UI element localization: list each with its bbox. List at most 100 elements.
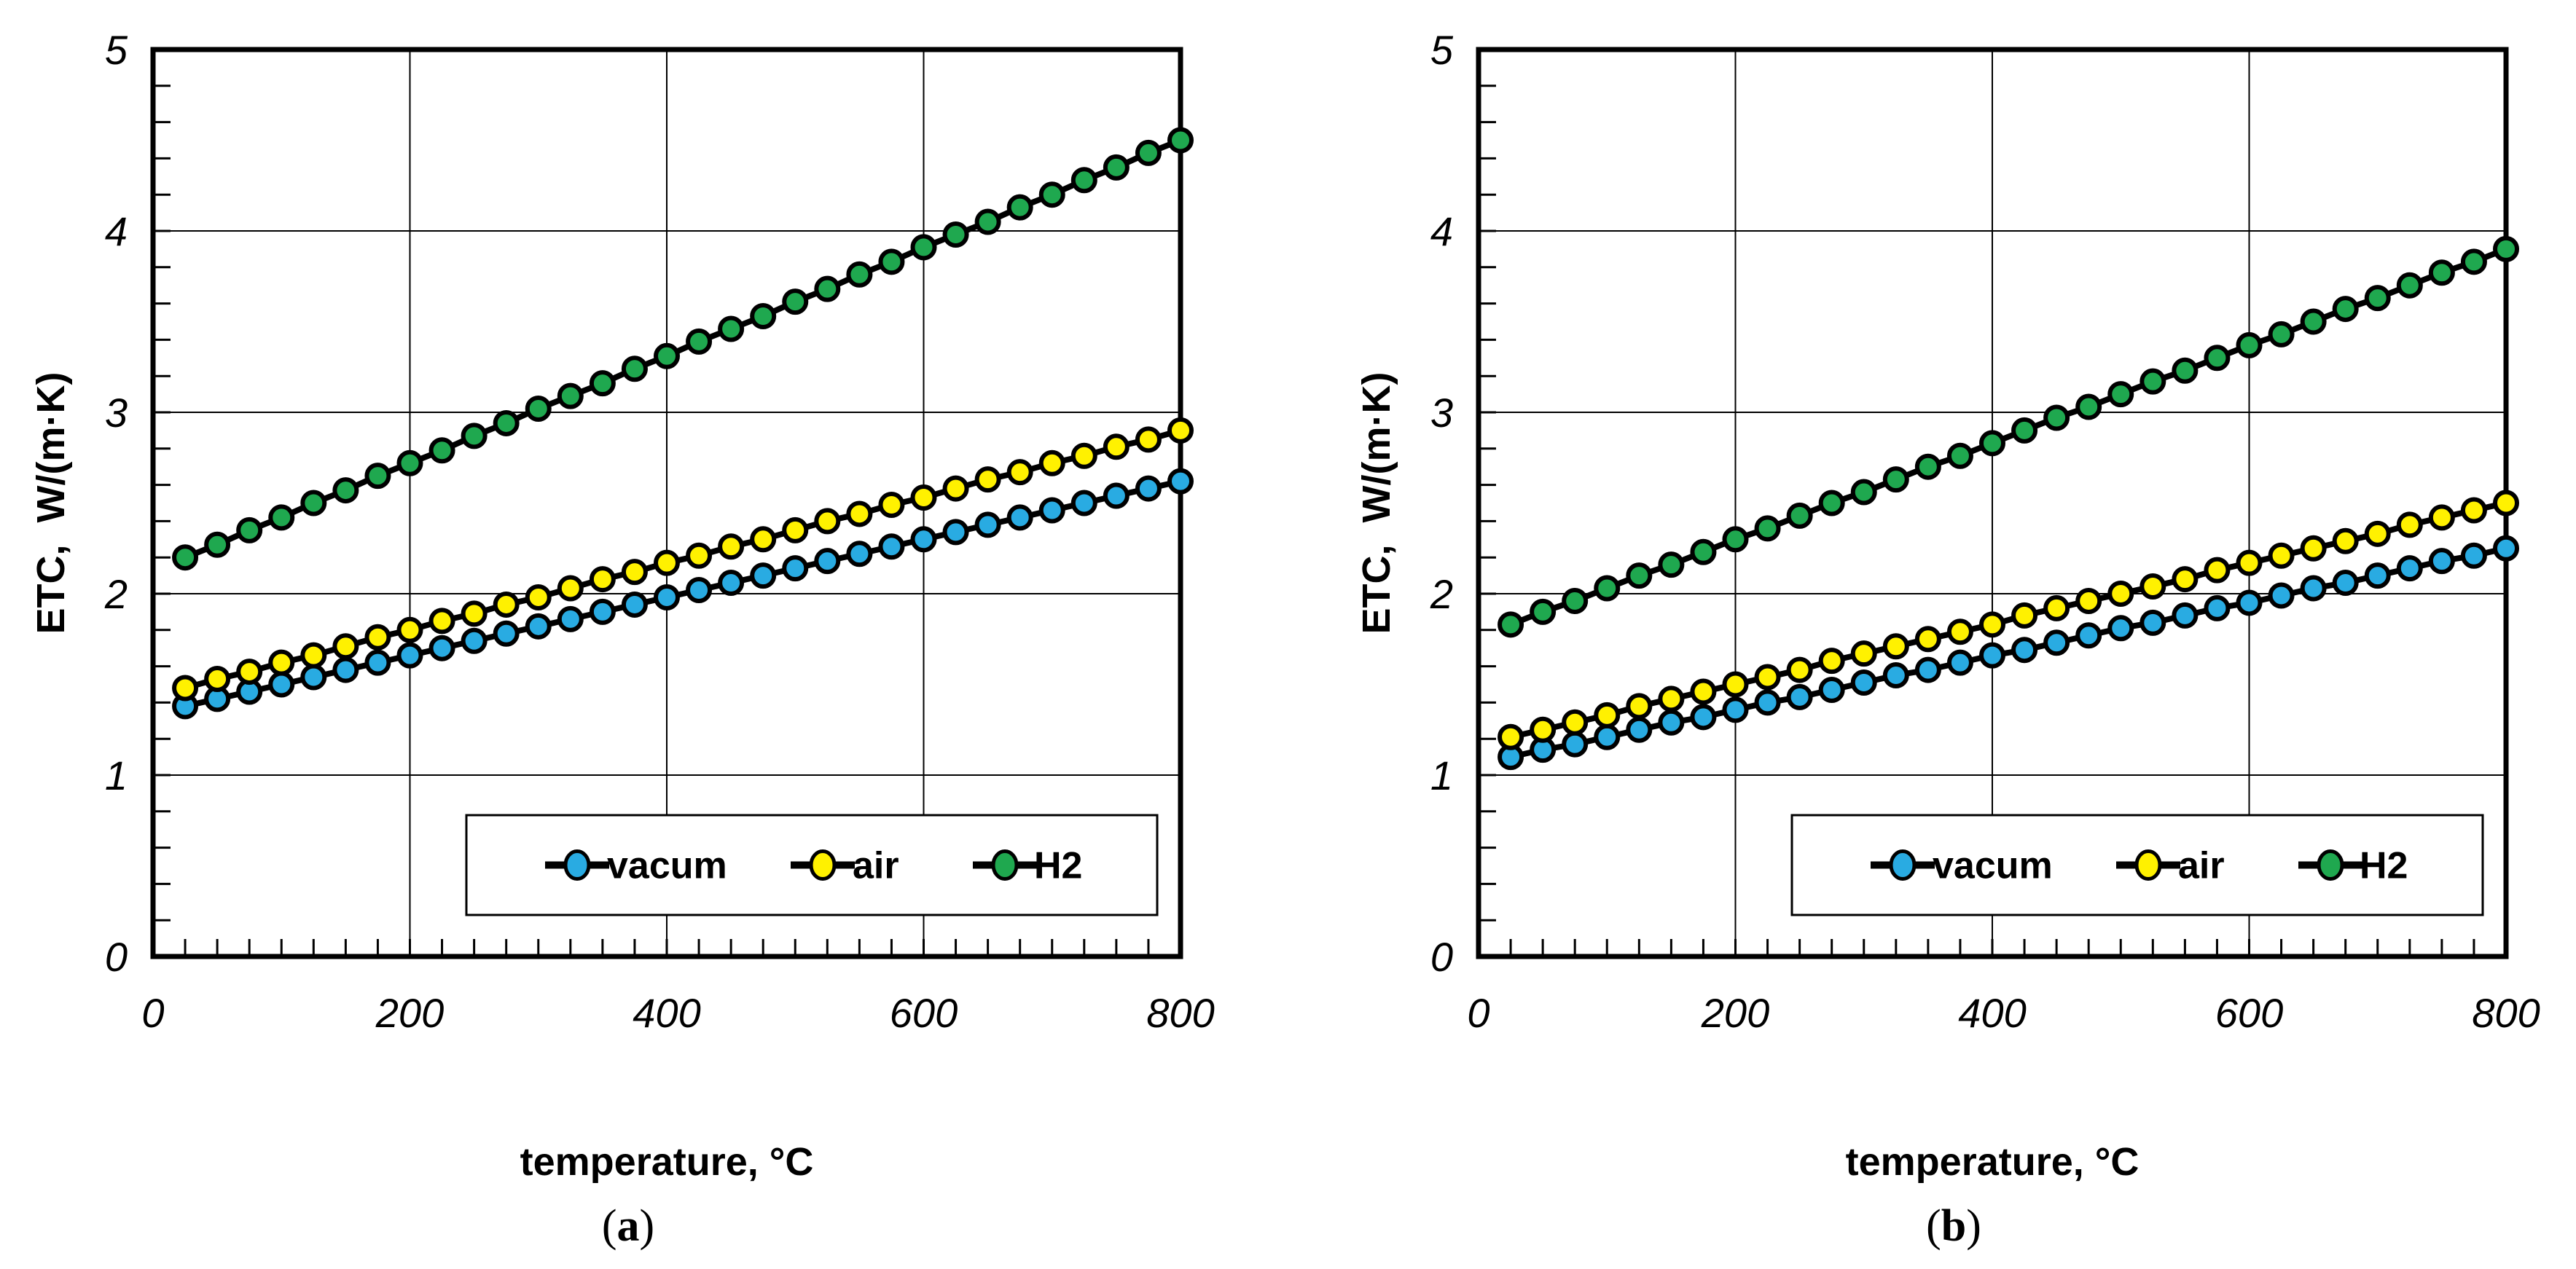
x-axis-title: temperature, °C	[520, 1140, 814, 1184]
data-point-marker-H2	[2493, 235, 2519, 262]
data-point-marker-H2	[2396, 272, 2423, 299]
data-point-marker-vacum	[557, 605, 584, 632]
data-point-marker-vacum	[1594, 723, 1621, 750]
series-vacum	[172, 468, 1194, 720]
data-point-marker-air	[2268, 542, 2295, 569]
data-point-marker-H2	[2460, 248, 2487, 275]
x-tick-label: 0	[141, 990, 164, 1036]
data-point-marker-air	[1530, 716, 1557, 743]
y-tick-label: 3	[105, 390, 128, 436]
x-axis-title: temperature, °C	[1846, 1140, 2140, 1184]
data-point-marker-H2	[557, 382, 584, 409]
data-point-marker-air	[1594, 702, 1621, 728]
data-point-marker-H2	[1038, 181, 1065, 208]
data-point-marker-air	[942, 475, 969, 502]
data-point-marker-air	[1562, 709, 1589, 736]
data-point-marker-H2	[1135, 139, 1162, 166]
data-point-marker-air	[2364, 520, 2391, 547]
data-point-marker-H2	[364, 463, 391, 490]
data-point-marker-H2	[1818, 490, 1845, 516]
data-point-marker-vacum	[2140, 609, 2166, 636]
data-point-marker-vacum	[974, 511, 1001, 538]
legend: vacum air H2	[1790, 814, 2484, 916]
data-point-marker-air	[204, 666, 231, 693]
data-point-marker-air	[1850, 640, 1877, 667]
data-point-marker-vacum	[2300, 575, 2327, 602]
data-point-marker-vacum	[461, 627, 488, 654]
data-point-marker-H2	[2075, 393, 2102, 420]
data-point-marker-vacum	[782, 555, 809, 582]
data-point-marker-H2	[1946, 442, 1973, 469]
data-point-marker-vacum	[878, 533, 905, 560]
data-point-marker-H2	[1530, 598, 1557, 625]
y-axis-title: ETC, W/(m·K)	[1355, 372, 1398, 634]
data-point-marker-air	[2396, 511, 2423, 538]
legend-marker-H2	[991, 849, 1019, 881]
data-point-marker-H2	[2364, 285, 2391, 312]
data-point-marker-H2	[268, 504, 295, 531]
data-point-marker-air	[846, 500, 873, 527]
legend-marker-vacum	[563, 849, 591, 881]
y-tick-label: 4	[105, 208, 128, 254]
data-point-marker-H2	[461, 423, 488, 449]
data-point-marker-vacum	[1850, 669, 1877, 696]
data-point-marker-air	[1038, 449, 1065, 476]
data-point-marker-vacum	[2396, 555, 2423, 582]
data-point-marker-vacum	[589, 598, 616, 625]
data-point-marker-air	[878, 491, 905, 518]
data-point-marker-H2	[300, 490, 327, 516]
data-point-marker-H2	[1754, 515, 1781, 542]
data-point-marker-H2	[1562, 587, 1589, 614]
data-point-marker-air	[814, 508, 841, 535]
data-point-marker-vacum	[1786, 683, 1813, 710]
data-point-marker-air	[493, 591, 520, 618]
data-point-marker-H2	[1882, 466, 1909, 493]
data-point-marker-vacum	[332, 656, 359, 683]
x-tick-label: 200	[1701, 990, 1769, 1036]
legend-label-air: air	[853, 845, 899, 887]
data-point-marker-vacum	[2011, 637, 2038, 664]
y-tick-label: 0	[105, 934, 128, 980]
data-point-marker-air	[2204, 557, 2231, 584]
data-point-marker-H2	[1626, 562, 1653, 589]
data-point-marker-vacum	[1658, 709, 1685, 736]
data-point-marker-air	[1946, 618, 1973, 645]
data-point-marker-air	[589, 566, 616, 593]
data-point-marker-vacum	[1626, 716, 1653, 743]
data-point-marker-air	[461, 600, 488, 627]
legend-label-H2: H2	[1034, 845, 1082, 887]
data-point-marker-vacum	[428, 634, 455, 661]
data-point-marker-H2	[589, 370, 616, 397]
data-point-marker-air	[557, 575, 584, 602]
data-point-marker-air	[300, 642, 327, 669]
data-point-marker-vacum	[2332, 570, 2359, 597]
data-point-marker-vacum	[718, 570, 745, 597]
data-point-marker-vacum	[2493, 535, 2519, 562]
series-H2	[172, 127, 1194, 571]
legend-marker-H2	[2317, 849, 2344, 881]
data-point-marker-air	[974, 466, 1001, 493]
legend: vacum air H2	[465, 814, 1159, 916]
data-point-marker-vacum	[493, 620, 520, 647]
data-point-marker-air	[782, 516, 809, 543]
x-tick-label: 400	[1958, 990, 2026, 1036]
data-point-marker-air	[1754, 664, 1781, 691]
legend-label-vacum: vacum	[607, 845, 727, 887]
data-point-marker-H2	[525, 396, 552, 423]
legend-label-air: air	[2178, 845, 2225, 887]
data-point-marker-vacum	[2107, 615, 2134, 642]
data-point-marker-H2	[1690, 538, 1717, 565]
data-point-marker-vacum	[364, 649, 391, 676]
data-point-marker-air	[910, 484, 937, 511]
data-point-marker-H2	[1103, 154, 1130, 181]
data-point-marker-H2	[1594, 575, 1621, 602]
data-point-marker-air	[396, 616, 423, 643]
data-point-marker-vacum	[1167, 468, 1194, 495]
data-point-marker-air	[2043, 594, 2070, 621]
data-point-marker-air	[718, 533, 745, 560]
y-tick-label: 0	[1430, 934, 1453, 980]
data-point-marker-vacum	[1103, 482, 1130, 509]
data-point-marker-air	[1786, 656, 1813, 683]
data-point-marker-H2	[2140, 368, 2166, 395]
